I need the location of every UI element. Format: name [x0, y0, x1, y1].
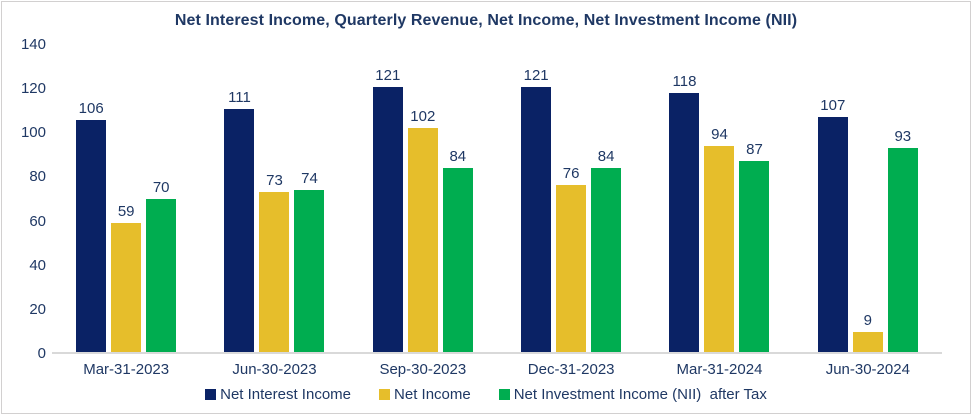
- x-axis-label: Sep-30-2023: [379, 361, 467, 378]
- legend-label: Net Income: [394, 386, 471, 403]
- y-axis-tick-label: 80: [29, 168, 46, 186]
- x-axis-label: Jun-30-2023: [232, 361, 317, 378]
- bar: 70: [146, 179, 177, 352]
- bar: 84: [591, 148, 622, 352]
- bar: 106: [76, 100, 107, 352]
- chart-frame: Net Interest Income, Quarterly Revenue, …: [1, 1, 971, 414]
- legend-marker: [379, 389, 391, 400]
- x-axis-label: Mar-31-2024: [676, 361, 763, 378]
- bar-value-label: 102: [410, 108, 436, 126]
- x-axis: Mar-31-2023 Jun-30-2023 Sep-30-2023 Dec-31-…: [52, 361, 942, 378]
- bar: 59: [111, 203, 142, 352]
- legend-marker: [205, 389, 217, 400]
- legend: Net Interest Income Net Income Net Investm…: [2, 386, 970, 403]
- bar-value-label: 107: [820, 97, 846, 115]
- bar: 76: [556, 165, 587, 352]
- bar: 93: [887, 128, 918, 352]
- bar: 73: [259, 172, 290, 352]
- y-axis: 0 20 40 60 80 100 120 140: [2, 36, 46, 362]
- bar-value-label: 106: [78, 99, 104, 117]
- bar: 74: [294, 170, 325, 352]
- bar: 118: [669, 73, 700, 352]
- bar-value-label: 94: [711, 125, 728, 143]
- legend-item: Net Investment Income (NII) after Tax: [498, 386, 767, 403]
- x-axis-label: Jun-30-2024: [825, 361, 910, 378]
- y-axis-tick-label: 0: [37, 345, 46, 362]
- y-axis-tick-label: 140: [20, 36, 46, 53]
- bar-group: 107 9 93: [794, 45, 942, 352]
- bar-value-label: 74: [301, 169, 318, 187]
- bar-value-label: 73: [266, 171, 283, 189]
- y-axis-tick-label: 120: [20, 80, 46, 98]
- bar-group: 121 76 84: [497, 45, 645, 352]
- bar: 121: [372, 67, 403, 352]
- bar-value-label: 118: [672, 73, 697, 91]
- bar-value-label: 76: [562, 165, 580, 183]
- bar: 94: [704, 126, 735, 352]
- bar: 107: [817, 97, 848, 352]
- bar-value-label: 84: [449, 147, 467, 165]
- bar-value-label: 121: [375, 66, 401, 84]
- legend-item: Net Income: [379, 386, 471, 403]
- bar-group: 106 59 70: [52, 45, 200, 352]
- x-axis-label: Dec-31-2023: [527, 361, 615, 378]
- legend-marker: [498, 389, 510, 400]
- bar-value-label: 111: [228, 88, 251, 106]
- bar-group: 111 73 74: [200, 45, 348, 352]
- legend-label: Net Interest Income: [220, 386, 352, 403]
- bar-group: 121 102 84: [349, 45, 497, 352]
- chart-title: Net Interest Income, Quarterly Revenue, …: [174, 12, 798, 29]
- y-axis-tick-label: 20: [29, 300, 46, 318]
- bar: 87: [739, 141, 770, 352]
- bar-value-label: 70: [152, 178, 170, 196]
- bar: 111: [224, 89, 255, 352]
- bar-value-label: 9: [863, 312, 872, 330]
- bar-value-label: 93: [894, 128, 912, 146]
- bar: 121: [521, 67, 552, 352]
- plot-area: 106 59 70 111 73 74 121 102 84 121 76 84 118 94 87 107 9…: [52, 45, 942, 354]
- bar: 9: [852, 312, 883, 352]
- bar-value-label: 84: [597, 147, 615, 165]
- legend-item: Net Interest Income: [205, 386, 351, 403]
- x-axis-label: Mar-31-2023: [83, 361, 170, 378]
- bar-value-label: 59: [117, 202, 135, 220]
- bar-value-label: 87: [746, 141, 763, 159]
- legend-label: Net Investment Income (NII) after Tax: [513, 386, 767, 403]
- y-axis-tick-label: 100: [20, 124, 46, 142]
- bar: 102: [407, 108, 438, 352]
- y-axis-tick-label: 60: [29, 212, 46, 230]
- y-axis-tick-label: 40: [29, 256, 46, 274]
- bar-value-label: 121: [523, 66, 549, 84]
- bar-group: 118 94 87: [645, 45, 793, 352]
- bar: 84: [442, 148, 473, 352]
